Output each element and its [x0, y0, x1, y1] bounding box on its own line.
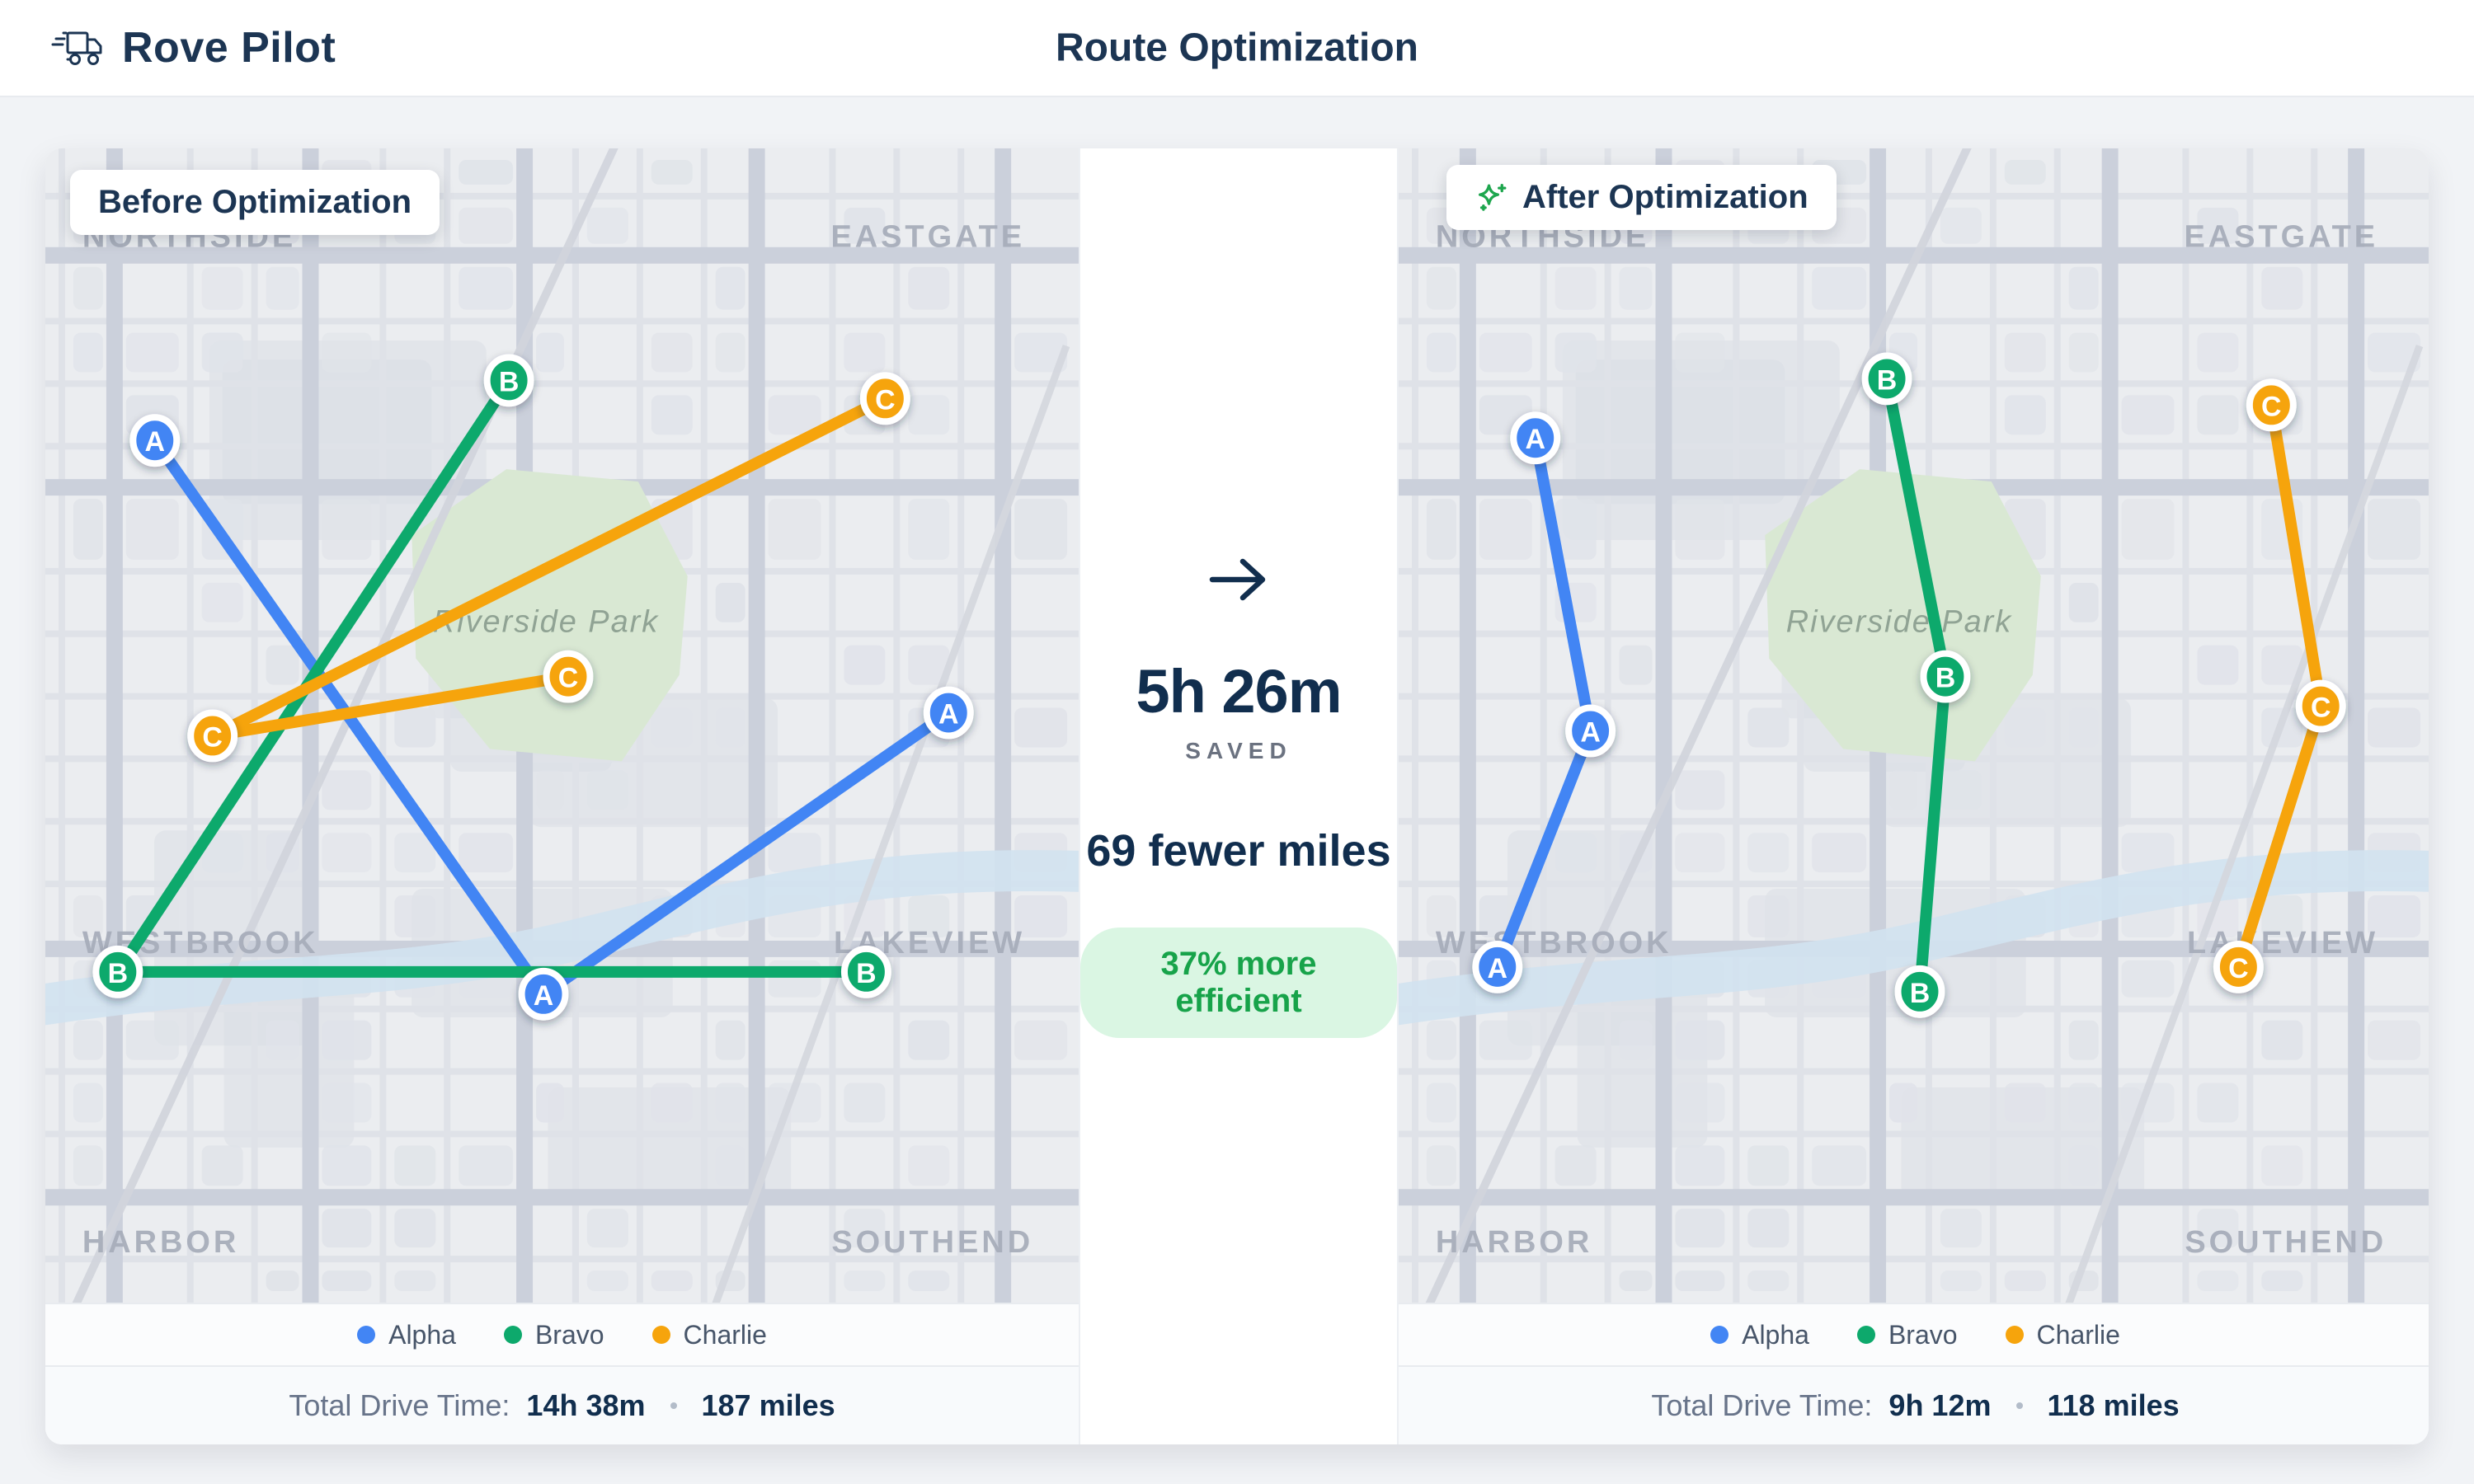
district-label-harbor: HARBOR [82, 1225, 239, 1260]
district-label-southend: SOUTHEND [2185, 1225, 2387, 1260]
legend-label: Bravo [534, 1319, 604, 1350]
stop-marker-c-charlie[interactable]: C [2213, 940, 2264, 993]
after-badge-label: After Optimization [1522, 179, 1808, 215]
after-map-area: Riverside Park NORTHSIDE EASTGATE WESTBROOK… [1399, 148, 2429, 1303]
total-drive-time-label: Total Drive Time: [289, 1388, 510, 1422]
before-totals: Total Drive Time: 14h 38m 187 miles [45, 1365, 1079, 1444]
after-totals: Total Drive Time: 9h 12m 118 miles [1399, 1365, 2429, 1444]
stop-marker-b-bravo[interactable]: B [483, 354, 534, 407]
stop-marker-label: B [1910, 978, 1931, 1009]
stop-marker-a-alpha[interactable]: A [129, 414, 181, 467]
separator-dot [2015, 1402, 2023, 1409]
stop-marker-label: A [1488, 953, 1508, 984]
page-title: Route Optimization [1056, 26, 1418, 70]
stop-marker-label: C [2228, 953, 2249, 984]
legend-item-alpha: Alpha [357, 1320, 456, 1350]
legend-label: Bravo [1888, 1319, 1958, 1350]
legend-label: Alpha [388, 1319, 456, 1350]
stop-marker-c-charlie[interactable]: C [543, 650, 594, 703]
after-legend: Alpha Bravo Charlie [1399, 1303, 2429, 1365]
legend-label: Alpha [1742, 1319, 1809, 1350]
district-label-eastgate: EASTGATE [831, 220, 1026, 255]
before-optimization-badge: Before Optimization [70, 170, 440, 235]
stop-marker-label: A [145, 426, 166, 458]
comparison-arrow-icon [1209, 558, 1266, 600]
stop-marker-c-charlie[interactable]: C [859, 372, 910, 425]
legend-item-alpha: Alpha [1710, 1320, 1809, 1350]
stop-marker-label: B [108, 958, 129, 989]
before-total-time: 14h 38m [526, 1388, 646, 1422]
stop-marker-label: B [1877, 364, 1898, 396]
bravo-dot-icon [503, 1326, 522, 1344]
stop-marker-label: B [856, 958, 877, 989]
alpha-dot-icon [357, 1326, 376, 1344]
legend-item-charlie: Charlie [2005, 1319, 2120, 1350]
stop-marker-b-bravo[interactable]: B [840, 945, 891, 998]
separator-dot [670, 1402, 677, 1409]
stop-marker-a-alpha[interactable]: A [518, 967, 569, 1021]
stop-marker-label: A [1525, 424, 1545, 455]
stop-marker-c-charlie[interactable]: C [187, 709, 238, 763]
rove-pilot-logo: Rove Pilot [51, 23, 336, 73]
district-label-harbor: HARBOR [1436, 1225, 1592, 1260]
stop-marker-label: A [534, 980, 554, 1012]
after-map-panel: Riverside Park NORTHSIDE EASTGATE WESTBROOK… [1399, 148, 2429, 1444]
bravo-dot-icon [1856, 1326, 1875, 1344]
stop-marker-label: A [1580, 716, 1601, 748]
stop-marker-b-bravo[interactable]: B [1894, 965, 1945, 1018]
stop-marker-label: C [2261, 391, 2282, 422]
truck-logo-icon [51, 31, 102, 65]
stop-marker-label: C [2311, 693, 2331, 724]
stop-marker-b-bravo[interactable]: B [1861, 352, 1912, 406]
stop-marker-label: B [499, 366, 520, 397]
district-label-southend: SOUTHEND [831, 1225, 1033, 1260]
charlie-dot-icon [651, 1326, 670, 1344]
total-drive-time-label: Total Drive Time: [1651, 1388, 1873, 1422]
stop-marker-a-alpha[interactable]: A [1565, 704, 1616, 758]
sparkles-icon [1478, 183, 1507, 211]
brand-name: Rove Pilot [122, 24, 336, 72]
stop-marker-a-alpha[interactable]: A [1472, 940, 1523, 993]
after-total-miles: 118 miles [2047, 1388, 2180, 1422]
stop-marker-a-alpha[interactable]: A [1510, 411, 1561, 465]
legend-item-charlie: Charlie [651, 1319, 767, 1350]
riverside-park: Riverside Park [1765, 469, 2041, 762]
district-label-lakeview: LAKEVIEW [2187, 926, 2378, 960]
legend-item-bravo: Bravo [503, 1319, 604, 1350]
stop-marker-label: C [202, 721, 223, 753]
stop-marker-a-alpha[interactable]: A [923, 686, 974, 740]
district-label-eastgate: EASTGATE [2185, 220, 2379, 255]
route-comparison-card: Riverside Park NORTHSIDE EASTGATE WESTBROOK… [45, 148, 2429, 1444]
stop-marker-c-charlie[interactable]: C [2295, 679, 2346, 733]
stop-marker-label: A [938, 699, 959, 730]
saved-label: SAVED [1185, 737, 1292, 763]
after-total-time: 9h 12m [1888, 1388, 1992, 1422]
legend-item-bravo: Bravo [1856, 1319, 1958, 1350]
stop-marker-label: C [875, 384, 896, 416]
before-legend: Alpha Bravo Charlie [45, 1303, 1079, 1365]
stop-marker-label: B [1935, 663, 1956, 694]
legend-label: Charlie [2036, 1319, 2120, 1350]
efficiency-badge: 37% more efficient [1080, 927, 1397, 1038]
stop-marker-c-charlie[interactable]: C [2246, 378, 2297, 432]
after-optimization-badge: After Optimization [1446, 165, 1837, 230]
stop-marker-b-bravo[interactable]: B [1920, 650, 1971, 703]
before-map-panel: Riverside Park NORTHSIDE EASTGATE WESTBROOK… [45, 148, 1079, 1444]
time-saved-value: 5h 26m [1136, 656, 1342, 726]
before-map-area: Riverside Park NORTHSIDE EASTGATE WESTBROOK… [45, 148, 1079, 1303]
before-total-miles: 187 miles [701, 1388, 835, 1422]
stop-marker-b-bravo[interactable]: B [92, 945, 143, 998]
charlie-dot-icon [2005, 1326, 2024, 1344]
stop-marker-label: C [558, 663, 579, 694]
legend-label: Charlie [683, 1319, 767, 1350]
miles-saved-value: 69 fewer miles [1086, 825, 1391, 876]
park-label: Riverside Park [1786, 605, 2013, 640]
district-label-westbrook: WESTBROOK [1436, 926, 1672, 960]
alpha-dot-icon [1710, 1326, 1729, 1344]
app-header: Rove Pilot Route Optimization [0, 0, 2474, 97]
before-badge-label: Before Optimization [98, 184, 412, 220]
comparison-stats-column: 5h 26m SAVED 69 fewer miles 37% more eff… [1079, 148, 1399, 1444]
